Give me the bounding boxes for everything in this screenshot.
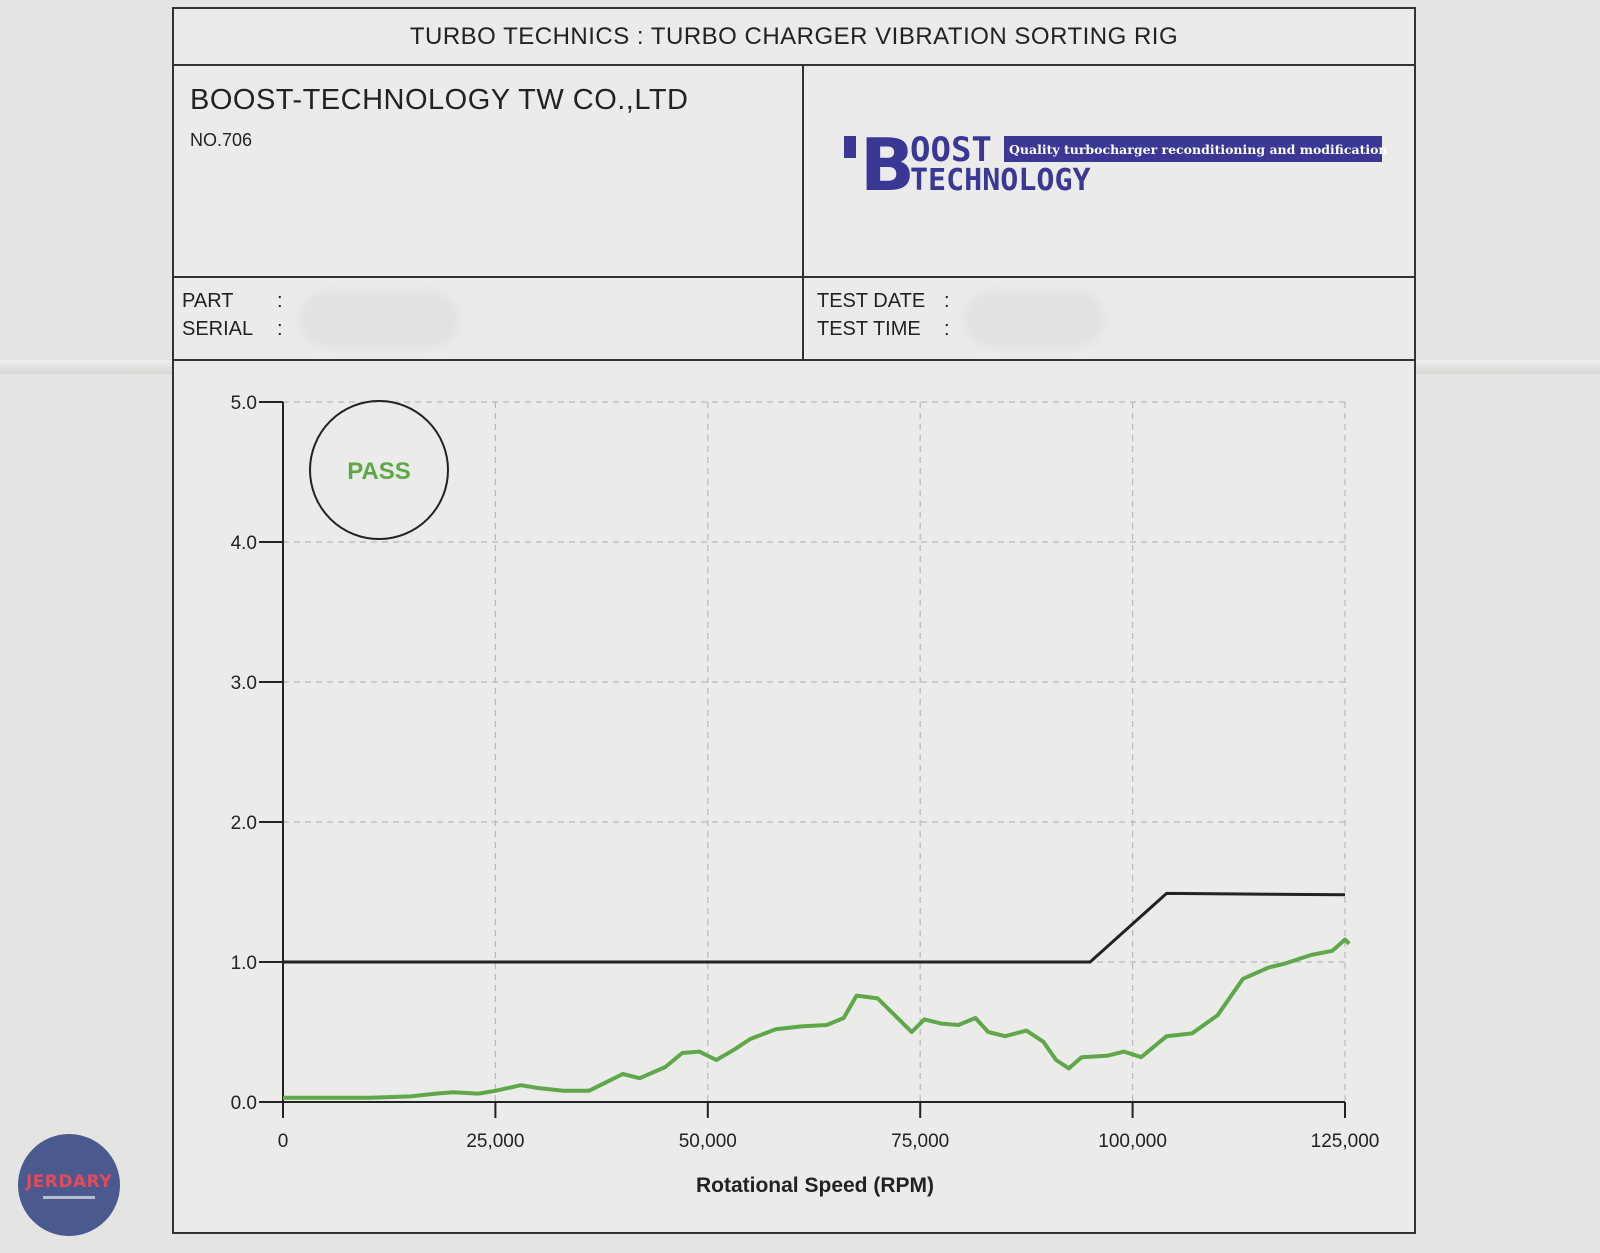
report-title: TURBO TECHNICS : TURBO CHARGER VIBRATION…: [409, 22, 1179, 50]
info-divider: [802, 278, 804, 359]
jerdary-watermark-badge: JERDARY: [18, 1134, 120, 1236]
x-tick-label: 125,000: [1311, 1131, 1380, 1152]
part-label: PART: [182, 290, 234, 312]
watermark-underline: [43, 1195, 95, 1199]
serial-colon: :: [277, 318, 283, 340]
redacted-part-serial: [299, 290, 459, 348]
logo-bullet: [844, 136, 856, 158]
watermark-text: JERDARY: [25, 1171, 113, 1192]
x-tick-label: 100,000: [1098, 1131, 1167, 1152]
y-tick-label: 4.0: [231, 533, 257, 554]
info-row: PART : SERIAL : TEST DATE : TEST TIME :: [174, 276, 1414, 361]
test-time-label: TEST TIME: [817, 318, 921, 340]
limit-series-line: [283, 891, 1346, 964]
test-date-label: TEST DATE: [817, 290, 926, 312]
company-number: NO.706: [190, 130, 253, 150]
logo-cell: B OOST TECHNOLOGY Quality turbocharger r…: [804, 66, 1414, 276]
pass-stamp-circle: [309, 400, 449, 540]
redacted-date-time: [964, 290, 1104, 348]
serial-label: SERIAL: [182, 318, 254, 340]
test-date-colon: :: [944, 290, 950, 312]
pass-stamp-text: PASS: [347, 458, 411, 485]
logo-tagline: Quality turbocharger reconditioning and …: [1009, 142, 1388, 157]
vibration-series-line: [283, 937, 1351, 1100]
logo-tagline-bar: [1004, 136, 1382, 162]
part-colon: :: [277, 290, 283, 312]
y-tick-label: 2.0: [231, 813, 257, 834]
x-tick-label: 75,000: [891, 1131, 949, 1152]
logo-word-boost: OOST: [910, 130, 992, 170]
x-tick-label: 0: [278, 1131, 289, 1152]
chart-axes: 0.0 1.0 2.0 3.0 4.0 5.0 0 25,000 50,000 75,000 100…: [231, 393, 1380, 1152]
pass-stamp: PASS: [309, 400, 449, 540]
chart-grid: [283, 401, 1346, 1102]
test-time-colon: :: [944, 318, 950, 340]
chart-series: [283, 891, 1351, 1100]
y-tick-label: 0.0: [231, 1093, 257, 1114]
company-name: BOOST-TECHNOLOGY TW CO.,LTD: [190, 84, 689, 116]
logo-initial: B: [860, 130, 915, 200]
test-report-sheet: TURBO TECHNICS : TURBO CHARGER VIBRATION…: [172, 7, 1416, 1234]
x-tick-label: 50,000: [679, 1131, 737, 1152]
x-tick-label: 25,000: [466, 1131, 524, 1152]
x-axis-label: Rotational Speed (RPM): [696, 1174, 934, 1197]
logo-word-technology: TECHNOLOGY: [910, 163, 1091, 198]
y-tick-label: 1.0: [231, 953, 257, 974]
company-cell: BOOST-TECHNOLOGY TW CO.,LTD NO.706: [174, 66, 804, 276]
y-tick-label: 5.0: [231, 393, 257, 414]
boost-technology-logo: B OOST TECHNOLOGY Quality turbocharger r…: [844, 130, 1388, 200]
y-tick-label: 3.0: [231, 673, 257, 694]
report-title-row: TURBO TECHNICS : TURBO CHARGER VIBRATION…: [174, 9, 1414, 66]
